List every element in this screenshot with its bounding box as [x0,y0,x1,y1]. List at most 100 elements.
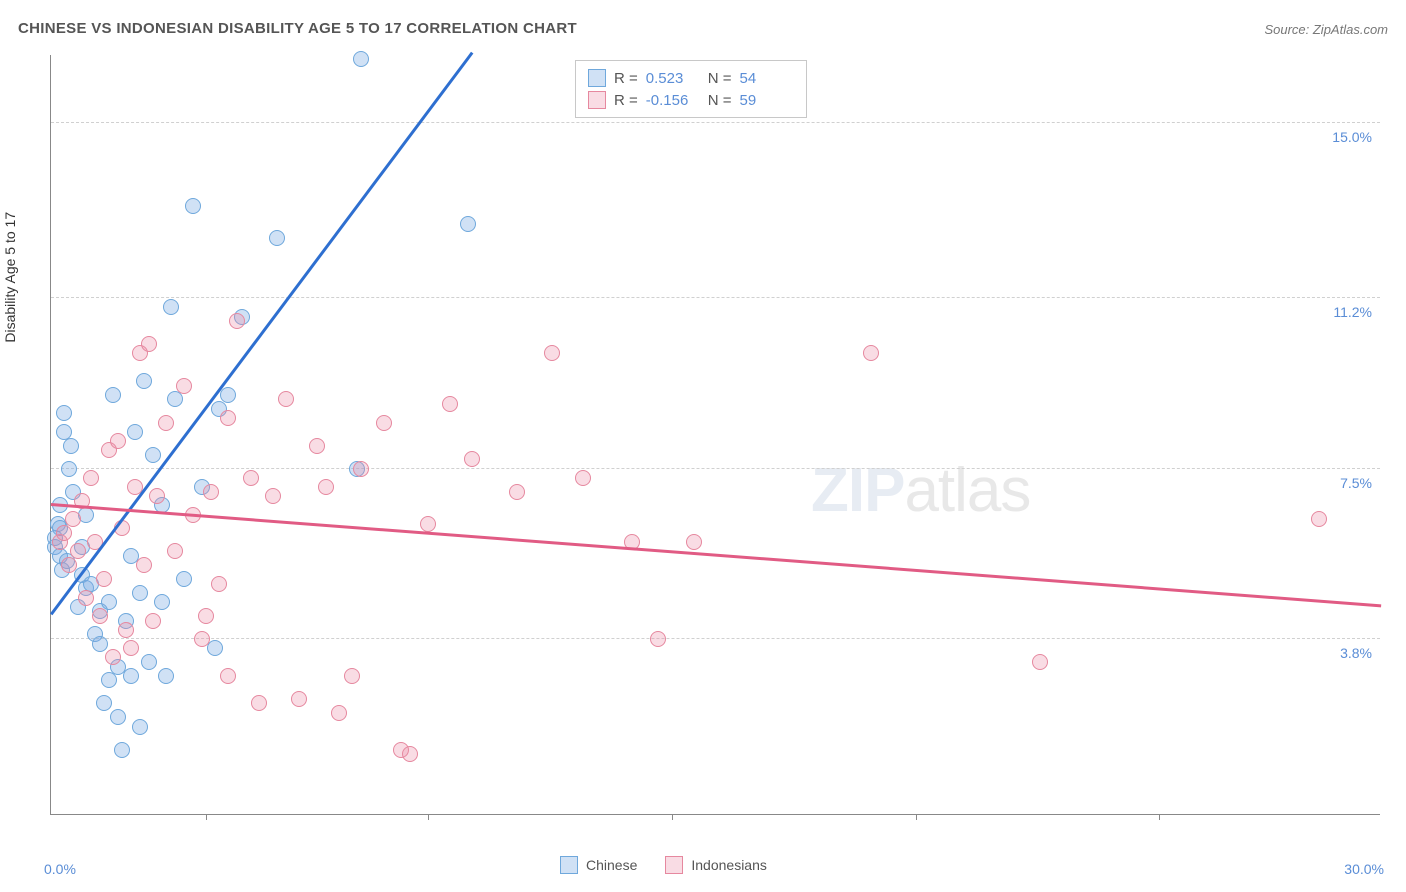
scatter-point [61,461,77,477]
scatter-point [114,742,130,758]
x-tick [672,814,673,820]
scatter-point [96,571,112,587]
scatter-point [1032,654,1048,670]
scatter-point [265,488,281,504]
x-tick [1159,814,1160,820]
watermark-thin: atlas [904,456,1030,525]
scatter-point [220,387,236,403]
scatter-point [344,668,360,684]
scatter-point [101,672,117,688]
scatter-point [251,695,267,711]
scatter-point [149,488,165,504]
x-tick [916,814,917,820]
scatter-point [243,470,259,486]
stats-legend: R = 0.523 N = 54 R = -0.156 N = 59 [575,60,807,118]
scatter-point [132,585,148,601]
scatter-point [353,51,369,67]
scatter-point [220,668,236,684]
gridline [51,122,1380,123]
r-label: R = [614,92,638,109]
scatter-point [141,336,157,352]
gridline [51,297,1380,298]
scatter-point [92,608,108,624]
scatter-point [420,516,436,532]
legend-swatch [560,856,578,874]
scatter-point [376,415,392,431]
scatter-point [96,695,112,711]
n-value-indonesians: 59 [740,92,794,109]
scatter-point [127,424,143,440]
scatter-point [229,313,245,329]
r-value-indonesians: -0.156 [646,92,700,109]
scatter-point [158,415,174,431]
scatter-point [141,654,157,670]
y-axis-label: Disability Age 5 to 17 [2,212,18,343]
scatter-point [863,345,879,361]
gridline [51,638,1380,639]
stats-row-chinese: R = 0.523 N = 54 [588,67,794,89]
scatter-point [309,438,325,454]
scatter-point [167,391,183,407]
scatter-point [136,373,152,389]
legend-label: Chinese [586,857,637,873]
n-value-chinese: 54 [740,70,794,87]
legend-swatch [665,856,683,874]
scatter-point [154,594,170,610]
scatter-point [110,433,126,449]
scatter-point [575,470,591,486]
scatter-point [509,484,525,500]
source-label: Source: ZipAtlas.com [1264,22,1388,37]
scatter-point [92,636,108,652]
scatter-point [318,479,334,495]
scatter-point [185,198,201,214]
scatter-point [145,447,161,463]
scatter-point [402,746,418,762]
scatter-point [464,451,480,467]
scatter-point [176,571,192,587]
scatter-point [61,557,77,573]
scatter-point [163,299,179,315]
scatter-point [105,649,121,665]
scatter-point [291,691,307,707]
scatter-point [269,230,285,246]
x-axis-min-label: 0.0% [44,861,76,877]
n-label: N = [708,70,732,87]
swatch-chinese [588,69,606,87]
gridline [51,468,1380,469]
scatter-point [65,511,81,527]
scatter-point [105,387,121,403]
r-value-chinese: 0.523 [646,70,700,87]
scatter-point [650,631,666,647]
x-axis-max-label: 30.0% [1344,861,1384,877]
scatter-point [123,668,139,684]
y-tick-label: 3.8% [1340,645,1372,661]
scatter-point [176,378,192,394]
scatter-point [110,709,126,725]
scatter-point [158,668,174,684]
scatter-point [167,543,183,559]
x-tick [428,814,429,820]
scatter-point [331,705,347,721]
scatter-point [145,613,161,629]
r-label: R = [614,70,638,87]
scatter-point [70,543,86,559]
scatter-point [460,216,476,232]
scatter-point [194,631,210,647]
scatter-point [278,391,294,407]
watermark-bold: ZIP [811,456,904,525]
swatch-indonesians [588,91,606,109]
scatter-point [78,590,94,606]
scatter-point [198,608,214,624]
plot-area: ZIPatlas 3.8%7.5%11.2%15.0% [50,55,1380,815]
scatter-point [686,534,702,550]
watermark: ZIPatlas [811,455,1030,526]
scatter-point [63,438,79,454]
scatter-point [211,576,227,592]
trend-line [51,503,1381,607]
scatter-point [544,345,560,361]
legend-label: Indonesians [691,857,767,873]
x-tick [206,814,207,820]
scatter-point [83,470,99,486]
scatter-point [203,484,219,500]
chart-title: CHINESE VS INDONESIAN DISABILITY AGE 5 T… [18,20,577,37]
